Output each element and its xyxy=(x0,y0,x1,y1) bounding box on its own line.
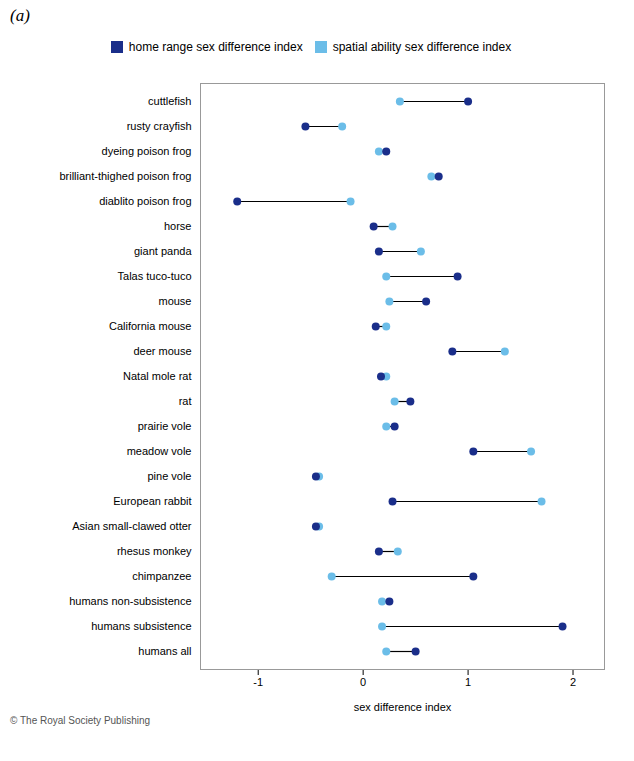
svg-text:horse: horse xyxy=(164,220,192,232)
svg-text:0: 0 xyxy=(360,676,366,688)
svg-text:rhesus monkey: rhesus monkey xyxy=(117,545,192,557)
svg-text:prairie vole: prairie vole xyxy=(138,420,192,432)
svg-text:brilliant-thighed poison frog: brilliant-thighed poison frog xyxy=(59,170,191,182)
svg-text:humans non-subsistence: humans non-subsistence xyxy=(69,595,191,607)
svg-text:diablito poison frog: diablito poison frog xyxy=(99,195,191,207)
svg-text:rusty crayfish: rusty crayfish xyxy=(127,120,192,132)
svg-text:chimpanzee: chimpanzee xyxy=(132,570,191,582)
svg-text:2: 2 xyxy=(570,676,576,688)
svg-text:Asian small-clawed otter: Asian small-clawed otter xyxy=(72,520,192,532)
svg-text:Talas tuco-tuco: Talas tuco-tuco xyxy=(118,270,192,282)
html-text:spatial ability sex difference: spatial ability sex difference index xyxy=(332,39,512,54)
svg-text:-1: -1 xyxy=(253,676,263,688)
svg-text:humans all: humans all xyxy=(138,645,191,657)
svg-text:mouse: mouse xyxy=(158,295,191,307)
svg-text:sex difference index: sex difference index xyxy=(354,701,452,713)
svg-text:1: 1 xyxy=(465,676,471,688)
html-text:© The Royal Society Publishing: © The Royal Society Publishing xyxy=(10,715,150,726)
svg-text:dyeing poison frog: dyeing poison frog xyxy=(102,145,192,157)
svg-text:California mouse: California mouse xyxy=(109,320,192,332)
svg-text:Natal mole rat: Natal mole rat xyxy=(123,370,191,382)
html-text:(a): (a) xyxy=(10,6,30,25)
svg-text:giant panda: giant panda xyxy=(134,245,192,257)
svg-text:European rabbit: European rabbit xyxy=(113,495,191,507)
svg-text:deer mouse: deer mouse xyxy=(133,345,191,357)
svg-text:pine vole: pine vole xyxy=(147,470,191,482)
svg-text:rat: rat xyxy=(179,395,192,407)
svg-text:humans subsistence: humans subsistence xyxy=(91,620,191,632)
svg-text:cuttlefish: cuttlefish xyxy=(148,95,191,107)
svg-text:meadow vole: meadow vole xyxy=(127,445,192,457)
html-text:home range sex difference inde: home range sex difference index xyxy=(128,39,303,54)
